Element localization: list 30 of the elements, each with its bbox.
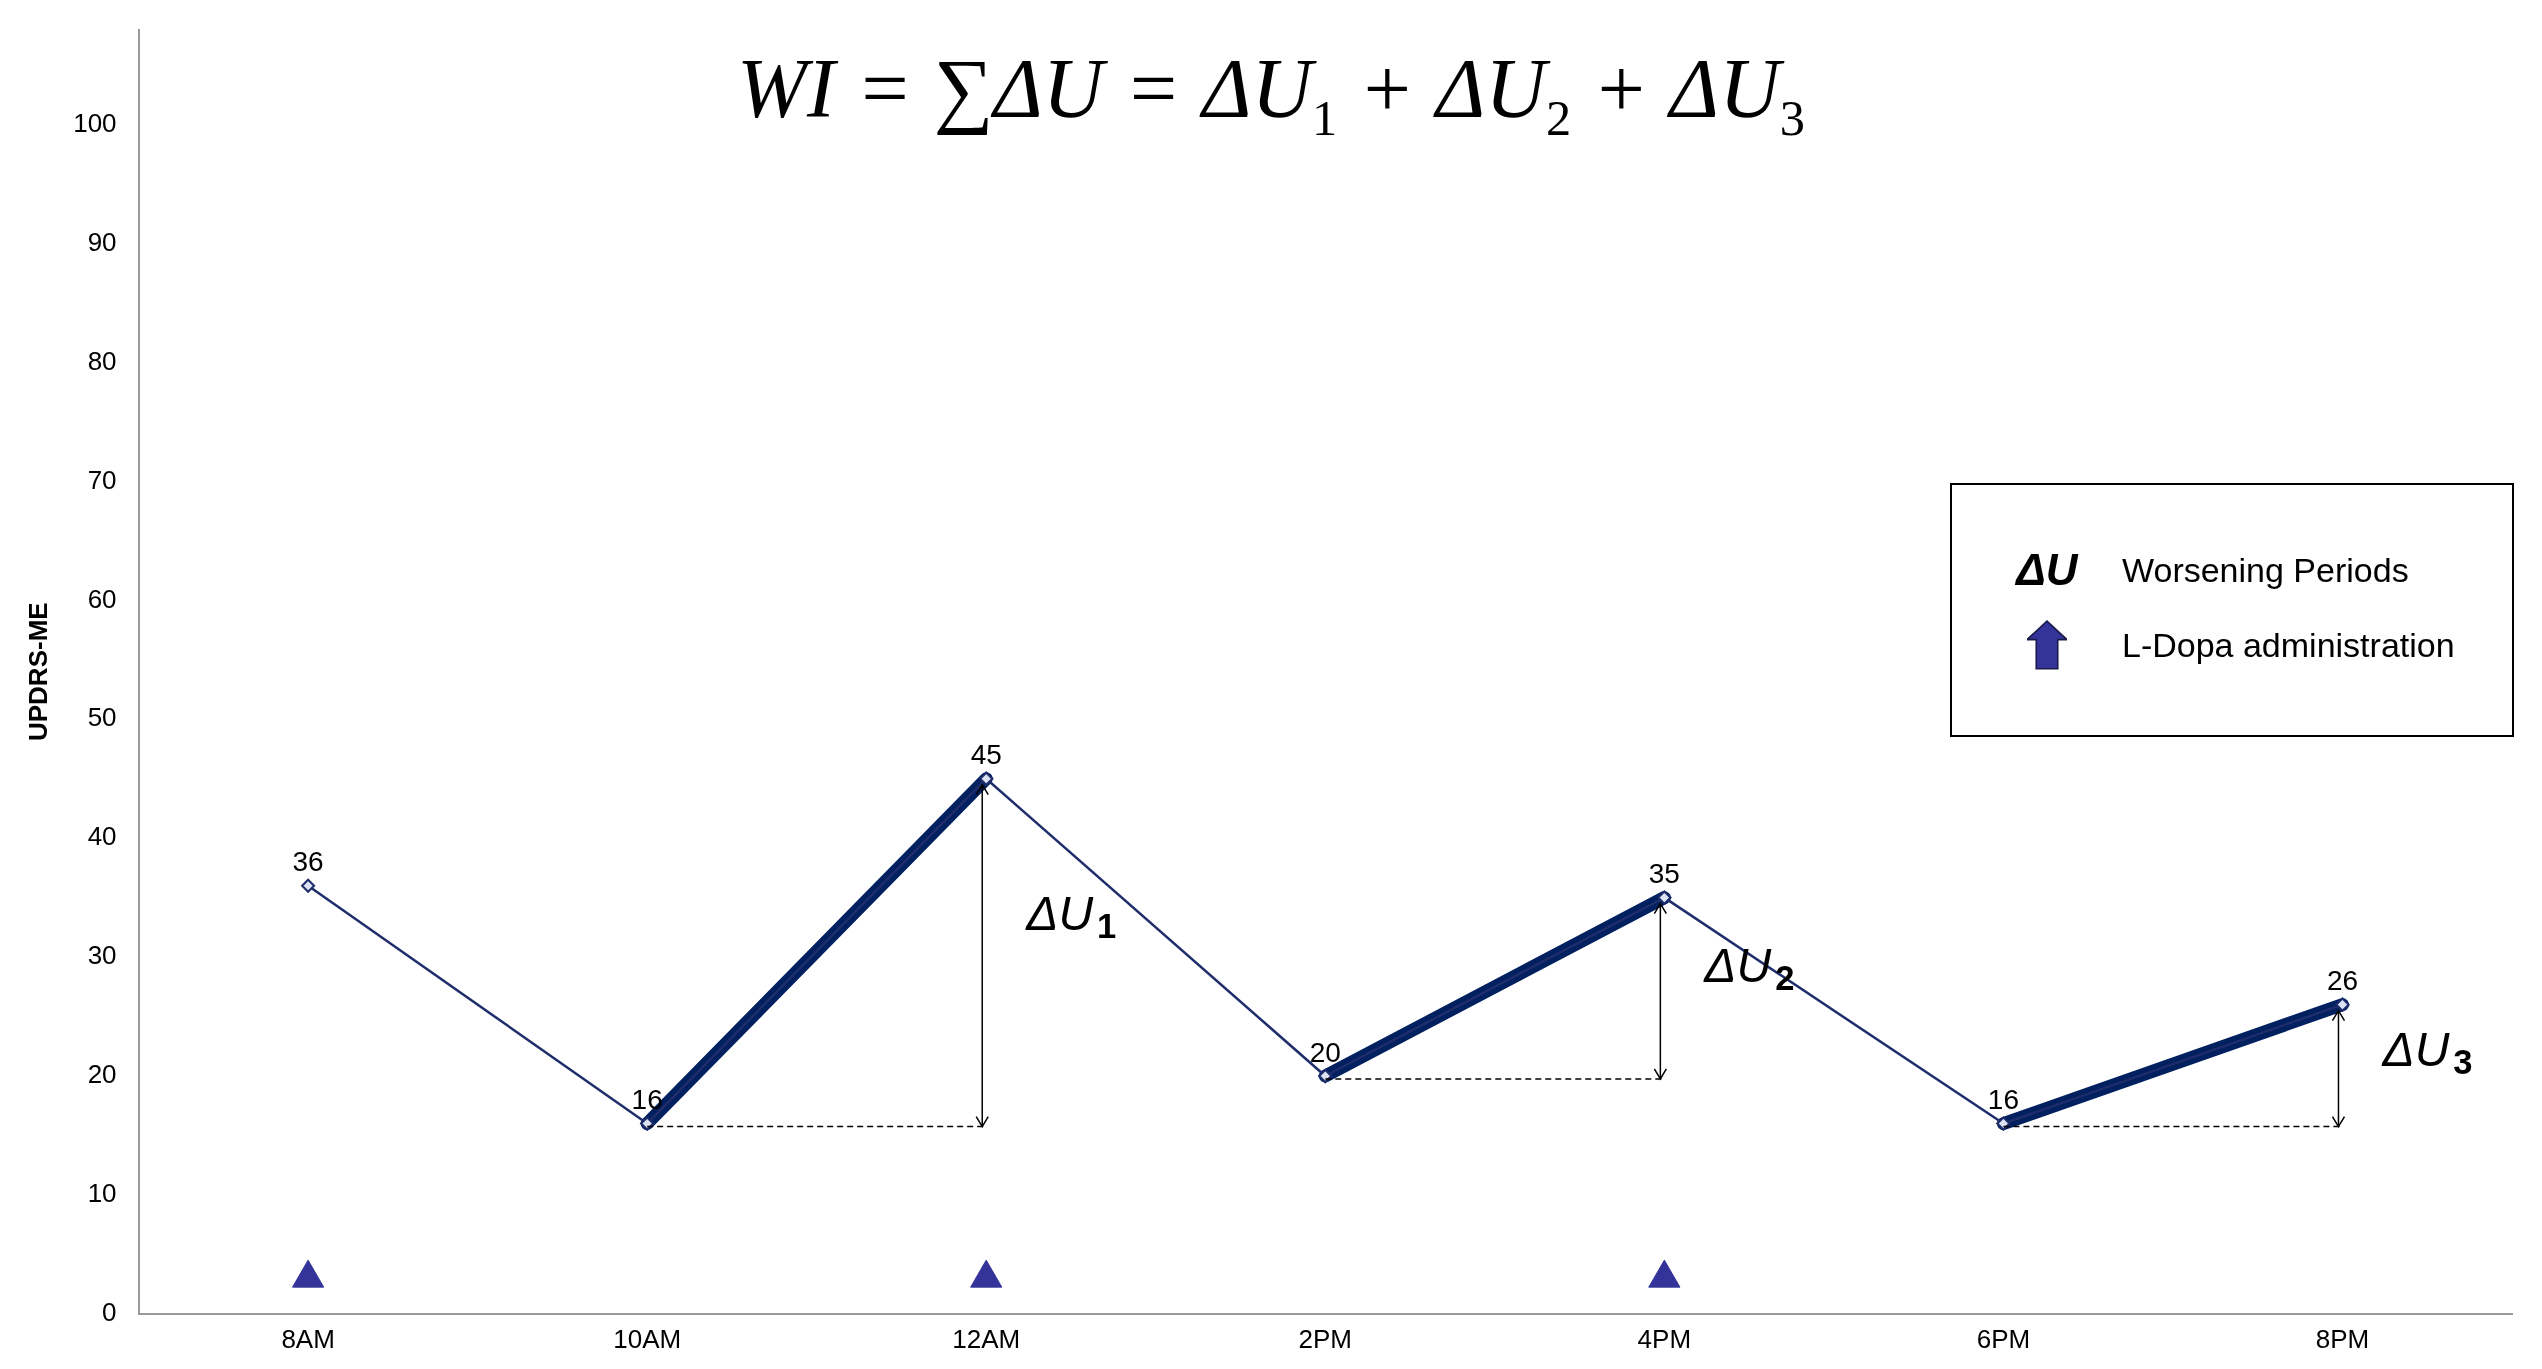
- x-tick-label: 8AM: [281, 1323, 335, 1354]
- y-tick-label: 50: [87, 702, 117, 733]
- data-label: 36: [292, 846, 324, 878]
- legend-label: L-Dopa administration: [2122, 625, 2455, 665]
- chart-title: WI = ∑ΔU = ΔU$_{1}$ + ΔU$_{2}$ + ΔU$_{3}$: [736, 42, 1806, 146]
- x-tick-label: 8PM: [2315, 1323, 2370, 1354]
- y-tick-label: 90: [87, 226, 117, 257]
- y-axis-title: UPDRS-ME: [22, 602, 53, 742]
- data-label: 16: [631, 1084, 663, 1116]
- y-tick-label: 10: [87, 1178, 117, 1209]
- y-tick-label: 80: [87, 345, 117, 376]
- legend-panel: ΔU Worsening Periods L-Dopa administration: [1950, 483, 2514, 737]
- x-tick-label: 2PM: [1298, 1323, 1353, 1354]
- annotation: ΔU: [2016, 545, 2078, 595]
- x-tick-label: 12AM: [952, 1323, 1021, 1354]
- x-tick-label: 6PM: [1976, 1323, 2031, 1354]
- y-tick-label: 30: [87, 940, 117, 971]
- data-label: 45: [970, 739, 1002, 771]
- x-tick-label: 10AM: [613, 1323, 682, 1354]
- data-label: 26: [2326, 965, 2359, 997]
- y-tick-label: 60: [87, 583, 117, 614]
- y-tick-label: 100: [73, 107, 117, 138]
- data-label: 16: [1987, 1084, 2019, 1116]
- y-tick-label: 70: [87, 464, 117, 495]
- y-tick-label: 40: [87, 821, 117, 852]
- data-label: 35: [1648, 858, 1680, 890]
- x-tick-label: 4PM: [1637, 1323, 1692, 1354]
- data-label: 20: [1309, 1036, 1341, 1068]
- y-tick-label: 20: [87, 1059, 117, 1090]
- y-tick-label: 0: [102, 1296, 117, 1327]
